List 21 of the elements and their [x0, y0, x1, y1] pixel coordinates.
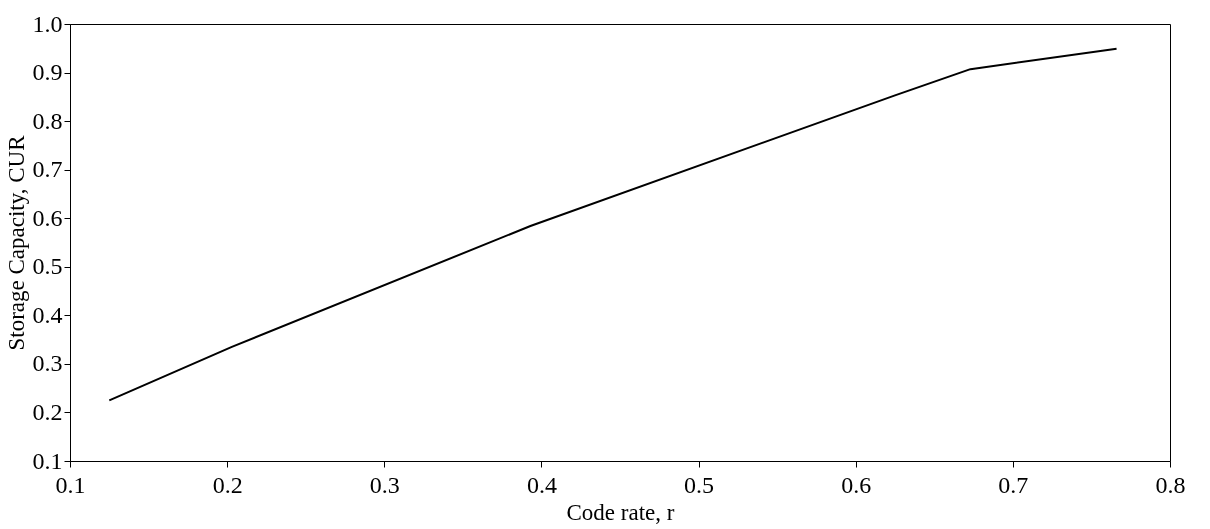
x-axis-title: Code rate, r	[566, 499, 675, 525]
y-tick-label: 0.1	[32, 447, 63, 474]
y-tick-label: 0.8	[32, 107, 63, 134]
y-tick-label: 0.2	[32, 398, 63, 425]
y-tick-label: 0.9	[32, 59, 63, 86]
x-tick-label: 0.2	[212, 471, 243, 498]
x-tick-label: 0.7	[998, 471, 1029, 498]
x-tick-label: 0.5	[684, 471, 715, 498]
x-tick-label: 0.8	[1155, 471, 1186, 498]
y-tick-label: 0.6	[32, 204, 63, 231]
x-tick-label: 0.4	[526, 471, 557, 498]
x-tick-label: 0.1	[55, 471, 86, 498]
x-tick-label: 0.6	[841, 471, 872, 498]
line-series	[108, 47, 1118, 402]
y-tick-label: 0.5	[32, 253, 63, 280]
y-tick-label: 1.0	[32, 10, 63, 37]
y-axis-title: Storage Capacity, CUR	[3, 134, 29, 351]
y-tick-label: 0.4	[32, 301, 63, 328]
y-tick-label: 0.7	[32, 156, 63, 183]
x-tick-label: 0.3	[369, 471, 400, 498]
y-tick-label: 0.3	[32, 350, 63, 377]
